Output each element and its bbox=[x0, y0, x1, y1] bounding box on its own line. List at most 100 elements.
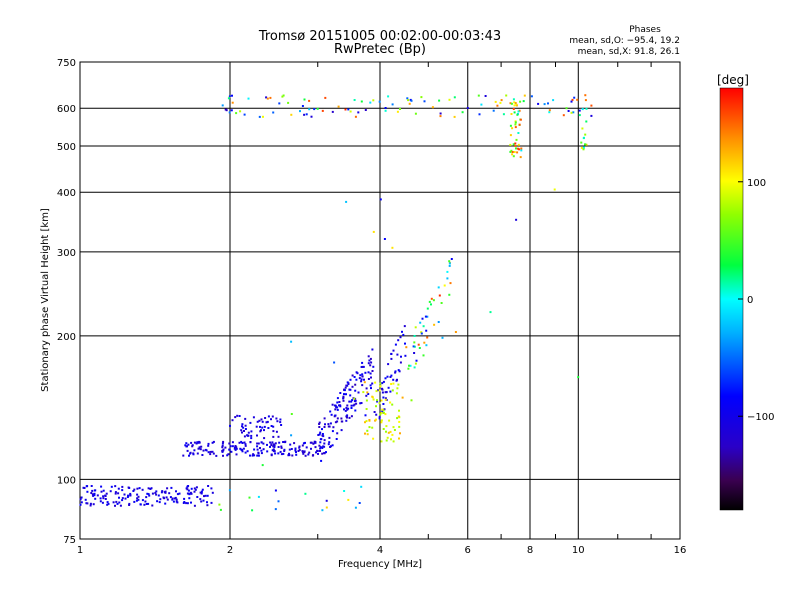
data-point bbox=[414, 112, 417, 115]
data-point bbox=[420, 331, 423, 334]
data-point bbox=[407, 99, 410, 102]
data-point bbox=[274, 442, 277, 445]
data-point bbox=[171, 498, 174, 501]
data-point bbox=[375, 413, 378, 416]
data-point bbox=[221, 442, 224, 445]
data-point bbox=[308, 451, 311, 454]
data-point bbox=[312, 454, 315, 457]
data-point bbox=[360, 100, 363, 103]
data-point bbox=[165, 496, 168, 499]
data-point bbox=[321, 447, 324, 449]
data-point bbox=[344, 108, 347, 111]
data-point bbox=[378, 402, 381, 405]
data-point bbox=[283, 448, 286, 451]
data-point bbox=[114, 492, 117, 495]
data-point bbox=[548, 111, 551, 114]
colorbar-label: [deg] bbox=[717, 73, 749, 87]
data-point bbox=[280, 453, 283, 456]
data-point bbox=[252, 453, 255, 456]
data-point bbox=[270, 418, 272, 421]
data-point bbox=[489, 311, 492, 314]
data-point bbox=[143, 503, 146, 506]
data-point bbox=[348, 400, 351, 403]
data-point bbox=[346, 404, 349, 407]
data-point bbox=[517, 143, 520, 146]
chart-title: Tromsø 20151005 00:02:00-00:03:43 bbox=[258, 29, 501, 44]
data-point bbox=[379, 382, 382, 385]
data-point bbox=[514, 142, 517, 145]
data-point bbox=[441, 336, 444, 339]
data-point bbox=[244, 444, 247, 447]
data-point bbox=[336, 408, 339, 411]
data-point bbox=[224, 446, 227, 449]
data-point bbox=[376, 400, 379, 403]
data-point bbox=[412, 345, 415, 348]
data-point bbox=[260, 441, 263, 444]
data-point bbox=[385, 391, 388, 394]
data-point bbox=[222, 448, 225, 451]
data-point bbox=[354, 399, 357, 402]
data-point bbox=[396, 110, 399, 113]
data-point bbox=[437, 321, 440, 323]
data-point bbox=[337, 105, 340, 108]
data-point bbox=[274, 508, 277, 511]
data-point bbox=[154, 491, 157, 494]
data-point bbox=[413, 345, 416, 348]
data-point bbox=[348, 416, 351, 419]
data-point bbox=[346, 381, 349, 384]
data-point bbox=[387, 386, 390, 389]
data-point bbox=[231, 101, 234, 104]
data-point bbox=[365, 408, 368, 410]
data-point bbox=[82, 486, 85, 489]
data-point bbox=[342, 396, 345, 399]
data-point bbox=[209, 450, 212, 453]
data-point bbox=[256, 420, 259, 423]
data-point bbox=[509, 134, 512, 137]
data-point bbox=[333, 361, 336, 364]
data-point bbox=[345, 200, 348, 203]
data-point bbox=[253, 454, 256, 457]
data-point bbox=[580, 141, 583, 144]
data-point bbox=[360, 380, 363, 383]
data-point bbox=[361, 365, 364, 368]
data-point bbox=[93, 494, 96, 497]
data-point bbox=[279, 418, 282, 421]
data-point bbox=[323, 442, 326, 445]
data-point bbox=[562, 114, 565, 117]
data-point bbox=[421, 317, 424, 320]
data-point bbox=[399, 432, 401, 435]
data-point bbox=[448, 262, 451, 265]
data-point bbox=[425, 329, 428, 332]
data-point bbox=[269, 445, 271, 448]
data-point bbox=[519, 100, 522, 103]
data-point bbox=[392, 349, 395, 352]
data-point bbox=[339, 404, 342, 407]
data-point bbox=[466, 107, 469, 109]
data-point bbox=[187, 443, 190, 446]
data-point bbox=[420, 96, 423, 99]
data-point bbox=[323, 417, 326, 420]
data-point bbox=[301, 444, 304, 447]
data-point bbox=[386, 436, 389, 439]
data-point bbox=[382, 409, 385, 412]
data-point bbox=[354, 383, 357, 386]
data-point bbox=[176, 501, 179, 504]
data-point bbox=[351, 385, 354, 388]
data-point bbox=[247, 431, 250, 434]
data-point bbox=[318, 423, 321, 425]
data-point bbox=[346, 416, 348, 419]
data-point bbox=[319, 446, 322, 449]
data-point bbox=[282, 452, 285, 455]
data-point bbox=[360, 378, 363, 381]
data-point bbox=[169, 496, 172, 499]
data-point bbox=[391, 433, 394, 436]
data-point bbox=[221, 449, 224, 452]
data-point bbox=[118, 501, 121, 504]
data-point bbox=[282, 94, 285, 97]
data-point bbox=[423, 100, 426, 103]
data-point bbox=[357, 111, 360, 114]
data-point bbox=[548, 109, 551, 112]
data-point bbox=[318, 444, 321, 447]
data-point bbox=[513, 151, 516, 153]
data-point bbox=[331, 444, 334, 447]
